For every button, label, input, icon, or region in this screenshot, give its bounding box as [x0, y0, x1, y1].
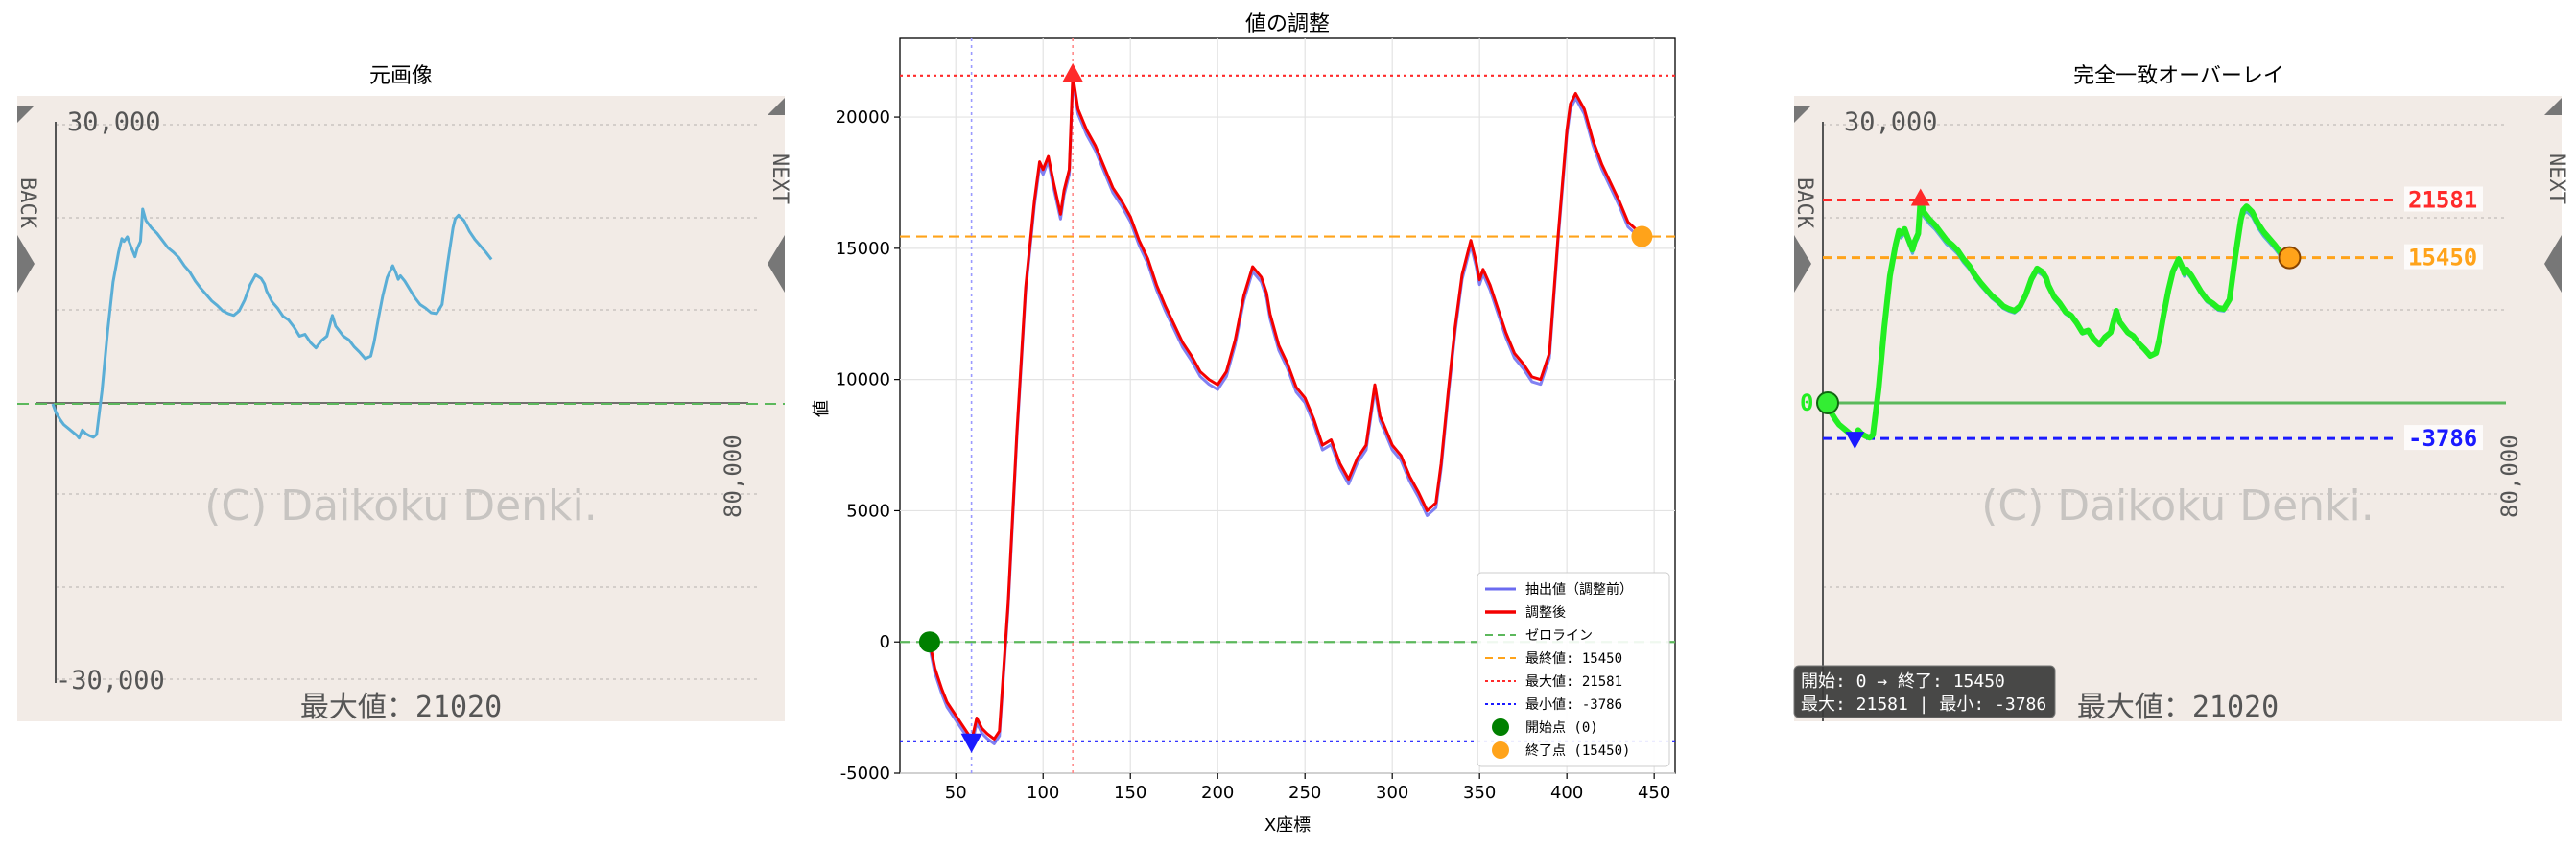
legend-label: 最小値: -3786 — [1525, 697, 1622, 713]
left-gridlines — [56, 124, 758, 680]
right-next-label: NEXT — [2544, 153, 2568, 204]
right-final-label: 15450 — [2408, 245, 2477, 271]
right-max-text: 最大値：21020 — [2077, 691, 2279, 724]
legend-label: 開始点 (0) — [1525, 720, 1598, 736]
left-y-top-label: 30,000 — [67, 107, 161, 137]
y-tick-label: 0 — [880, 632, 890, 652]
y-tick-label: 20000 — [836, 107, 890, 128]
right-back-arrow-icon — [1794, 235, 1811, 293]
x-tick-label: 300 — [1376, 783, 1408, 803]
legend-label: 抽出値（調整前） — [1525, 581, 1633, 598]
y-tick-label: 15000 — [836, 239, 890, 259]
x-tick-label: 450 — [1638, 783, 1670, 803]
left-watermark: (C) Daikoku Denki. — [204, 482, 597, 530]
right-next-tab-icon — [2544, 98, 2562, 115]
x-tick-label: 150 — [1114, 783, 1146, 803]
left-max-text: 最大値：21020 — [300, 691, 502, 724]
x-axis-label: X座標 — [1264, 815, 1311, 835]
right-watermark: (C) Daikoku Denki. — [1981, 482, 2374, 530]
max-point-marker — [1062, 62, 1084, 82]
info-line-2: 最大: 21581 | 最小: -3786 — [1801, 694, 2046, 715]
right-value-labels: 21581 15450 -3786 0 — [1800, 186, 2483, 452]
right-panel-title: 完全一致オーバーレイ — [2073, 64, 2284, 88]
left-back-tab-icon — [17, 106, 35, 123]
left-next-tab-icon — [768, 98, 785, 115]
left-screenshot-bg — [17, 96, 785, 721]
right-markers — [1816, 188, 2302, 450]
left-back-label: BACK — [15, 177, 39, 229]
chart-title: 値の調整 — [1245, 12, 1330, 36]
info-line-1: 開始: 0 → 終了: 15450 — [1801, 671, 2005, 692]
right-min-marker — [1845, 432, 1865, 450]
end-point-marker — [1631, 225, 1653, 247]
right-zero-label: 0 — [1800, 389, 1813, 416]
legend-label: 最大値: 21581 — [1525, 674, 1622, 690]
legend-swatch — [1492, 741, 1509, 759]
left-right-label: 80,000 — [720, 435, 746, 518]
right-start-marker — [1816, 391, 1839, 414]
right-min-label: -3786 — [2408, 425, 2477, 452]
right-final-label-bg — [2404, 244, 2483, 270]
series-adjusted-line — [928, 74, 1643, 743]
right-max-label: 21581 — [2408, 187, 2477, 214]
y-ticks: -5000 0 5000 10000 15000 20000 — [836, 107, 900, 784]
legend-label: ゼロライン — [1525, 628, 1593, 644]
chart-markers — [918, 62, 1653, 753]
left-next-label: NEXT — [768, 153, 792, 204]
right-max-marker — [1910, 188, 1930, 206]
left-panel-title: 元画像 — [369, 64, 433, 88]
x-gridlines — [955, 38, 1655, 773]
x-tick-label: 250 — [1288, 783, 1321, 803]
left-next-arrow-icon — [768, 235, 785, 293]
right-next-arrow-icon — [2544, 235, 2562, 293]
start-point-marker — [918, 631, 940, 653]
y-axis-label: 値 — [812, 400, 832, 417]
right-max-label-bg — [2404, 186, 2483, 212]
middle-panel: 値の調整 50 100 150 200 250 300 350 400 450 -5000 0 50… — [812, 12, 1676, 835]
right-y-top-label: 30,000 — [1844, 107, 1938, 137]
x-tick-label: 350 — [1463, 783, 1496, 803]
x-tick-label: 100 — [1027, 783, 1059, 803]
y-tick-label: 5000 — [846, 501, 890, 521]
right-back-tab-icon — [1794, 106, 1811, 123]
x-ticks: 50 100 150 200 250 300 350 400 450 — [945, 773, 1670, 803]
right-right-label: 80,000 — [2496, 435, 2523, 518]
x-tick-label: 400 — [1550, 783, 1583, 803]
x-tick-label: 200 — [1201, 783, 1234, 803]
left-original-trace — [51, 207, 493, 440]
y-tick-label: -5000 — [840, 764, 890, 784]
min-point-marker — [960, 733, 982, 753]
legend-label: 最終値: 15450 — [1525, 651, 1622, 667]
left-panel: 元画像 BACK NEXT 30,000 -30,000 80,000 (C) … — [15, 64, 792, 724]
legend-box — [1477, 572, 1670, 767]
left-y-bottom-label: -30,000 — [56, 666, 165, 695]
y-tick-label: 10000 — [836, 370, 890, 390]
legend-label: 調整後 — [1525, 605, 1566, 621]
legend-label: 終了点 (15450) — [1525, 743, 1630, 759]
right-end-marker — [2278, 246, 2302, 270]
right-panel: 完全一致オーバーレイ BACK NEXT 30,000 80,000 (C) D… — [1792, 64, 2568, 724]
x-tick-label: 50 — [945, 783, 967, 803]
right-back-label: BACK — [1792, 177, 1816, 229]
right-overlay-trace — [1825, 197, 2292, 442]
right-min-label-bg — [2404, 425, 2483, 451]
info-box — [1793, 665, 2056, 718]
left-back-arrow-icon — [17, 235, 35, 293]
legend-swatch — [1492, 718, 1509, 736]
